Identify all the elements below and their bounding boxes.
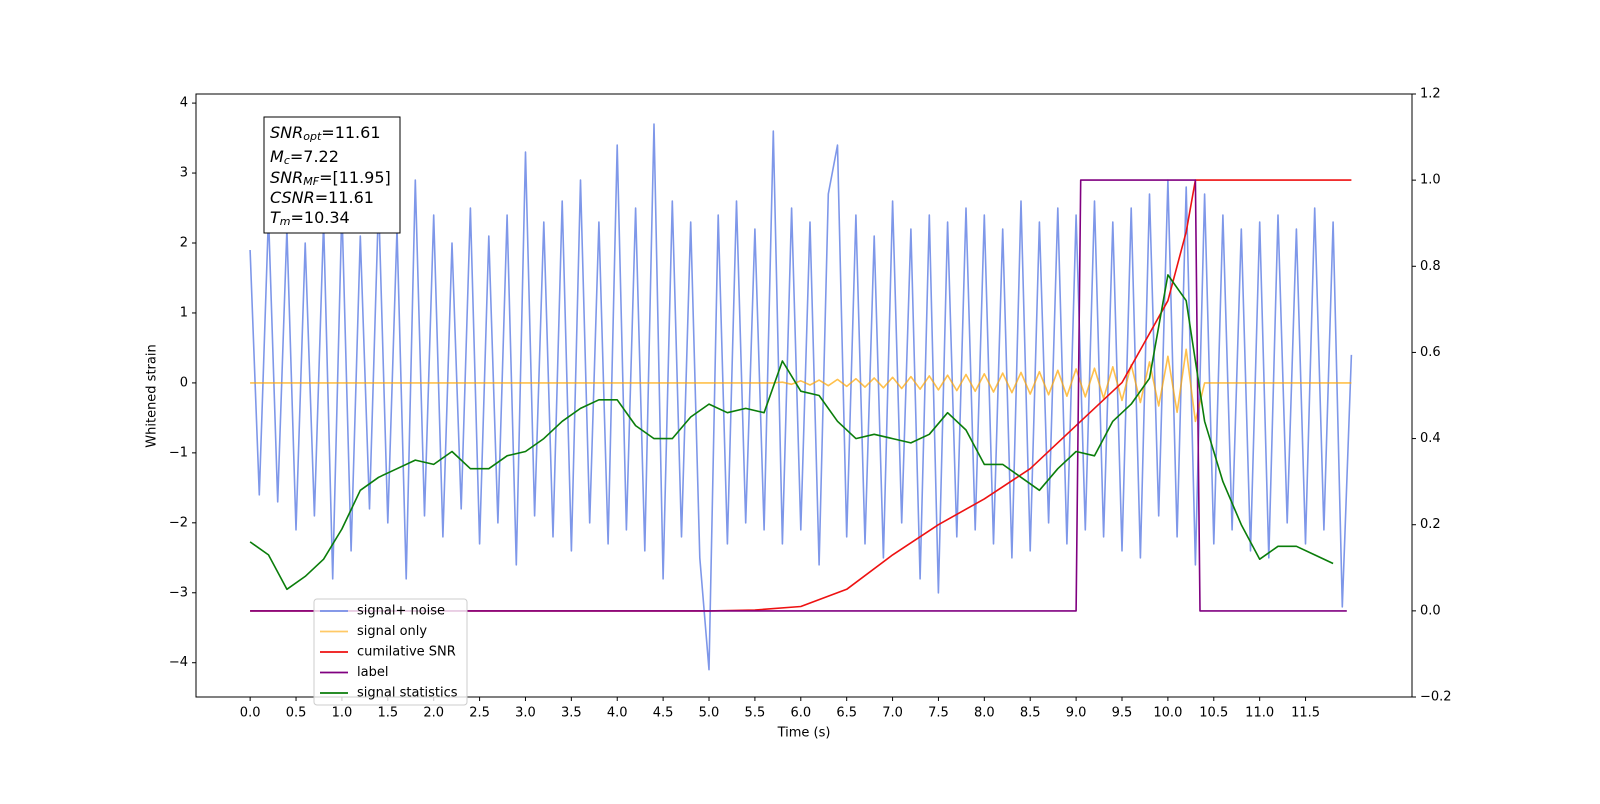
legend-frame (313, 598, 468, 706)
annotation-value: =7.22 (290, 147, 339, 166)
x-tick-label: 4.0 (607, 706, 628, 721)
y-axis-label: Whitened strain (145, 344, 160, 447)
annotation-subscript: c (284, 154, 290, 167)
x-tick-label: 6.5 (836, 706, 857, 721)
x-tick-label: 6.0 (790, 706, 811, 721)
y-tick-label: 2 (180, 236, 188, 251)
series-line (250, 179, 1347, 612)
annotation-subscript: m (280, 215, 291, 228)
x-tick-label: 0.0 (240, 706, 261, 721)
y2-tick-label: 0.4 (1420, 431, 1441, 446)
x-tick-label: 2.5 (469, 706, 490, 721)
annotation-subscript: opt (303, 130, 322, 143)
legend-label: label (357, 665, 388, 680)
annotation-symbol: M (270, 147, 284, 166)
annotation-subscript: MF (303, 175, 319, 188)
y-tick-label: 1 (180, 305, 188, 320)
legend-label: signal only (357, 624, 427, 639)
x-tick-label: 4.5 (653, 706, 674, 721)
y-tick-label: −1 (169, 445, 188, 460)
y-tick-label: 0 (180, 375, 188, 390)
y-tick-label: −4 (169, 655, 188, 670)
y2-tick-label: 0.8 (1420, 259, 1441, 274)
annotation-frame (263, 116, 401, 234)
x-tick-label: 8.0 (974, 706, 995, 721)
x-tick-label: 2.0 (423, 706, 444, 721)
x-tick-label: 9.5 (1112, 706, 1133, 721)
legend-label: signal statistics (357, 686, 458, 701)
x-tick-label: 8.5 (1020, 706, 1041, 721)
x-tick-label: 9.0 (1066, 706, 1087, 721)
y2-tick-label: −0.2 (1420, 690, 1452, 705)
annotation-box: SNRopt=11.61Mc=7.22SNRMF=[11.95]CSNR=11.… (263, 116, 401, 234)
y-tick-label: 4 (180, 96, 188, 111)
annotation-line: SNRMF=[11.95] (270, 168, 391, 189)
series-line (249, 123, 1353, 671)
x-tick-label: 0.5 (286, 706, 307, 721)
annotation-symbol: T (270, 208, 281, 227)
annotation-line: Mc=7.22 (270, 147, 339, 168)
x-tick-label: 5.5 (745, 706, 766, 721)
x-tick-label: 11.0 (1245, 706, 1274, 721)
axes-frame (195, 93, 1413, 698)
y2-tick-label: 1.0 (1420, 173, 1441, 188)
series-line (249, 274, 1334, 591)
x-tick-label: 7.0 (882, 706, 903, 721)
annotation-value: =10.34 (291, 208, 350, 227)
x-tick-label: 11.5 (1291, 706, 1320, 721)
series-line (250, 348, 1352, 423)
annotation-line: Tm=10.34 (270, 208, 350, 229)
x-tick-label: 3.0 (515, 706, 536, 721)
legend: signal+ noise signal only cumilative SNR la… (313, 598, 468, 706)
y-tick-label: 3 (180, 166, 188, 181)
x-tick-label: 3.5 (561, 706, 582, 721)
series-line (250, 179, 1352, 612)
x-tick-label: 5.0 (699, 706, 720, 721)
x-axis-label: Time (s) (777, 726, 831, 741)
y2-tick-label: 0.6 (1420, 345, 1441, 360)
y2-tick-label: 0.2 (1420, 517, 1441, 532)
annotation-symbol: CSNR (270, 188, 315, 207)
annotation-symbol: SNR (270, 123, 303, 142)
y-tick-label: −3 (169, 585, 188, 600)
annotation-line: CSNR=11.61 (270, 188, 374, 207)
legend-label: signal+ noise (357, 604, 445, 619)
x-tick-label: 1.5 (377, 706, 398, 721)
y-tick-label: −2 (169, 515, 188, 530)
annotation-line: SNRopt=11.61 (270, 123, 381, 144)
x-tick-label: 10.5 (1199, 706, 1228, 721)
y2-tick-label: 1.2 (1420, 87, 1441, 102)
annotation-value: =11.61 (321, 123, 380, 142)
x-tick-label: 1.0 (332, 706, 353, 721)
x-tick-label: 7.5 (928, 706, 949, 721)
legend-label: cumilative SNR (357, 645, 456, 660)
annotation-symbol: SNR (270, 168, 303, 187)
x-tick-label: 10.0 (1153, 706, 1182, 721)
annotation-value: =[11.95] (319, 168, 391, 187)
annotation-value: =11.61 (315, 188, 374, 207)
y2-tick-label: 0.0 (1420, 603, 1441, 618)
